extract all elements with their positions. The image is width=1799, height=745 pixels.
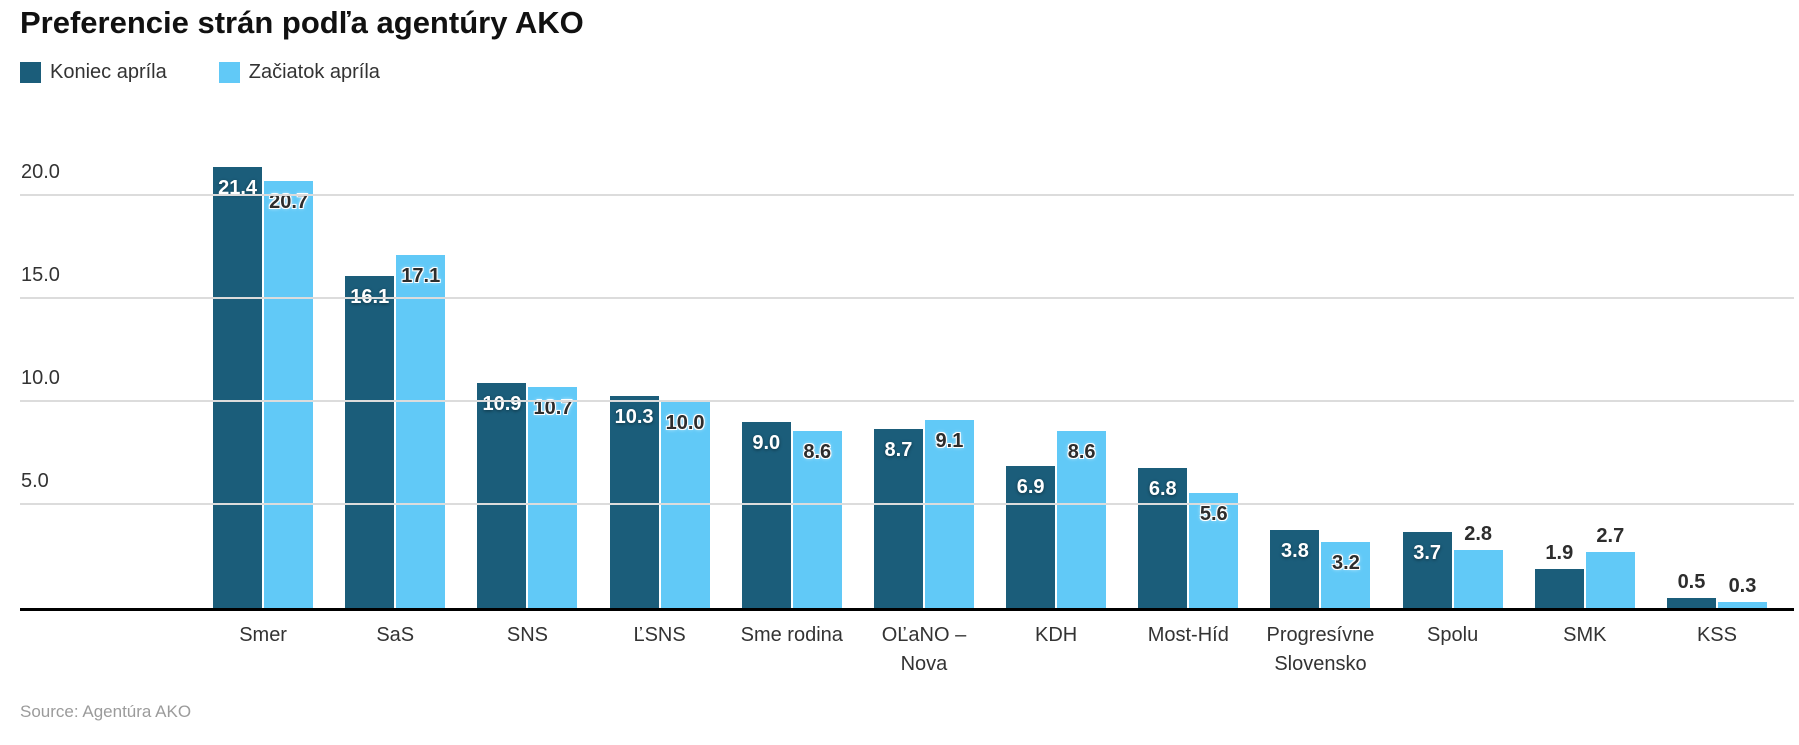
bar: 3.2 <box>1321 542 1371 608</box>
bar: 8.6 <box>1057 430 1107 608</box>
bar: 16.1 <box>345 276 395 608</box>
x-axis-label: SMK <box>1563 624 1607 646</box>
value-label: 3.2 <box>1332 552 1360 575</box>
bar-group: 6.9 8.6 <box>990 129 1122 608</box>
y-tick-label: 15.0 <box>21 263 60 286</box>
legend-item: Začiatok apríla <box>218 61 380 84</box>
bar: 10.7 <box>528 387 578 608</box>
bar: 0.3 <box>1717 575 1767 608</box>
bar: 2.7 <box>1585 525 1635 608</box>
bar-columns: 21.4 20.7 16.1 17.1 10.9 10.7 10.3 10.0 9.0 8.6 8.… <box>197 129 1783 608</box>
value-label: 10.9 <box>482 393 522 416</box>
legend: Koniec apríla Začiatok apríla <box>20 61 380 84</box>
bar-group: 3.8 3.2 <box>1254 129 1386 608</box>
gridline <box>20 502 1794 505</box>
x-axis-label: Smer <box>239 624 287 646</box>
value-label: 8.6 <box>1067 440 1096 463</box>
bar: 10.3 <box>609 395 659 608</box>
bar: 2.8 <box>1453 523 1503 608</box>
value-label: 6.9 <box>1016 475 1045 498</box>
legend-swatch <box>218 62 240 83</box>
gridline <box>20 296 1794 299</box>
bar-group: 10.9 10.7 <box>461 129 593 608</box>
bar: 17.1 <box>396 255 446 608</box>
x-axis-label: Spolu <box>1427 624 1479 646</box>
value-label: 8.7 <box>884 438 913 461</box>
bar: 3.7 <box>1402 531 1452 608</box>
bar: 0.5 <box>1666 571 1716 608</box>
value-label: 10.7 <box>533 397 573 420</box>
value-label: 5.6 <box>1199 502 1228 525</box>
chart-title: Preferencie strán podľa agentúry AKO <box>20 5 584 40</box>
value-label: 2.7 <box>1596 525 1625 548</box>
value-label: 9.0 <box>752 432 781 455</box>
legend-swatch <box>20 62 41 83</box>
bar-group: 3.7 2.8 <box>1387 129 1519 608</box>
legend-label: Koniec apríla <box>50 61 167 83</box>
x-axis-labels: Smer SaS SNS ĽSNS Sme rodina OĽaNO – Nova KDH M… <box>197 621 1783 679</box>
value-label: 0.3 <box>1728 574 1757 597</box>
gridline <box>20 399 1794 402</box>
legend-item: Koniec apríla <box>20 61 167 84</box>
value-label: 9.1 <box>935 430 964 453</box>
bar: 1.9 <box>1534 542 1584 608</box>
value-label: 17.1 <box>401 265 441 288</box>
value-label: 20.7 <box>269 191 309 214</box>
bar-group: 0.5 0.3 <box>1651 129 1783 608</box>
bar: 5.6 <box>1189 492 1239 608</box>
value-label: 10.0 <box>665 411 705 434</box>
bar: 8.6 <box>792 430 842 608</box>
value-label: 8.6 <box>803 440 832 463</box>
plot-area: 21.4 20.7 16.1 17.1 10.9 10.7 10.3 10.0 9.0 8.6 8.… <box>20 129 1794 611</box>
y-tick-label: 10.0 <box>21 366 60 389</box>
value-label: 3.8 <box>1281 539 1309 562</box>
bar-group: 21.4 20.7 <box>197 129 329 608</box>
bar-group: 1.9 2.7 <box>1519 129 1651 608</box>
x-axis-label: KSS <box>1696 624 1737 646</box>
bar-group: 8.7 9.1 <box>858 129 990 608</box>
y-tick-label: 20.0 <box>21 160 60 183</box>
legend-label: Začiatok apríla <box>248 61 380 83</box>
gridline <box>20 193 1794 196</box>
x-axis-label: SaS <box>376 624 415 646</box>
bar: 10.0 <box>660 401 710 608</box>
value-label: 2.8 <box>1464 523 1493 546</box>
x-axis-label: ĽSNS <box>633 624 686 646</box>
value-label: 10.3 <box>614 405 654 428</box>
bar: 21.4 <box>213 166 263 608</box>
bar: 20.7 <box>264 181 314 608</box>
bar-group: 6.8 5.6 <box>1122 129 1254 608</box>
x-axis-label: SNS <box>506 624 548 646</box>
value-label: 1.9 <box>1545 541 1574 564</box>
value-label: 0.5 <box>1677 570 1706 593</box>
bar: 3.8 <box>1270 529 1320 608</box>
value-label: 3.7 <box>1413 541 1442 564</box>
bar-group: 9.0 8.6 <box>726 129 858 608</box>
bar: 6.8 <box>1138 467 1188 608</box>
bar: 6.9 <box>1006 465 1056 608</box>
bar: 10.9 <box>477 383 527 608</box>
value-label: 21.4 <box>218 176 258 199</box>
x-axis-label: Most-Híd <box>1147 624 1229 646</box>
bar: 8.7 <box>873 428 923 608</box>
bar: 9.1 <box>924 420 974 608</box>
x-axis-label: KDH <box>1035 624 1078 646</box>
value-label: 6.8 <box>1148 477 1177 500</box>
y-tick-label: 5.0 <box>21 469 49 492</box>
x-axis-label: Progresívne Slovensko <box>1266 624 1375 675</box>
source-note: Source: Agentúra AKO <box>20 702 192 721</box>
bar: 9.0 <box>741 422 791 608</box>
x-axis-label: OĽaNO – Nova <box>881 624 967 675</box>
bar-group: 16.1 17.1 <box>329 129 461 608</box>
bar-group: 10.3 10.0 <box>594 129 726 608</box>
x-axis-label: Sme rodina <box>740 624 843 646</box>
